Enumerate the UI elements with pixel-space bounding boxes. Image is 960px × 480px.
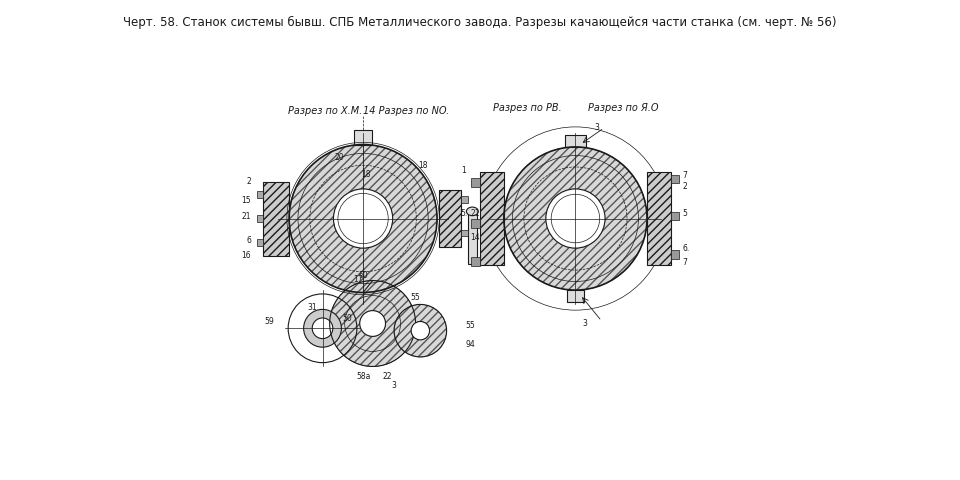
Text: 16: 16: [241, 251, 251, 260]
Bar: [468, 211, 477, 264]
Text: Разрез по РВ.: Разрез по РВ.: [493, 103, 563, 113]
Bar: [461, 229, 468, 236]
Text: Разрез по Я.О: Разрез по Я.О: [588, 103, 659, 113]
Text: 7: 7: [683, 171, 687, 180]
Text: 7: 7: [683, 258, 687, 267]
Text: 14 Разрез по NO.: 14 Разрез по NO.: [363, 106, 449, 116]
Text: 1: 1: [461, 166, 466, 175]
Bar: [671, 250, 680, 259]
Text: 15: 15: [241, 195, 251, 204]
Text: 3: 3: [392, 381, 396, 390]
Bar: [257, 239, 263, 246]
Text: 50: 50: [343, 314, 352, 323]
Text: 31: 31: [307, 303, 317, 312]
Text: 3: 3: [594, 123, 599, 132]
Text: 59: 59: [264, 317, 274, 326]
Bar: [564, 135, 586, 147]
Bar: [257, 191, 263, 199]
Circle shape: [411, 322, 429, 340]
Bar: [354, 130, 372, 144]
Bar: [480, 172, 504, 265]
Bar: [471, 257, 480, 266]
Text: Разрез по Х.М.: Разрез по Х.М.: [288, 106, 362, 116]
Bar: [566, 290, 584, 302]
Text: 18: 18: [419, 161, 428, 170]
Wedge shape: [504, 147, 647, 290]
Text: 21: 21: [241, 212, 251, 221]
Text: 3: 3: [583, 319, 588, 328]
Bar: [671, 212, 680, 220]
Text: 2: 2: [246, 177, 251, 186]
Ellipse shape: [467, 207, 478, 216]
Circle shape: [360, 311, 386, 336]
Text: 58a: 58a: [356, 372, 371, 381]
Bar: [257, 215, 263, 222]
Circle shape: [303, 310, 342, 347]
Bar: [263, 181, 289, 255]
Circle shape: [546, 189, 605, 248]
Bar: [671, 175, 680, 183]
Circle shape: [333, 189, 393, 248]
Text: Черт. 58. Станок системы бывш. СПБ Металлического завода. Разрезы качающейся час: Черт. 58. Станок системы бывш. СПБ Метал…: [123, 16, 837, 29]
Wedge shape: [395, 304, 446, 357]
Bar: [471, 219, 480, 228]
Text: 22: 22: [382, 372, 392, 381]
Text: 14: 14: [470, 233, 480, 242]
Circle shape: [312, 318, 333, 338]
Bar: [461, 196, 468, 203]
Wedge shape: [289, 144, 437, 292]
Text: 6.: 6.: [683, 244, 690, 253]
Text: 55: 55: [466, 322, 475, 330]
Bar: [471, 179, 480, 187]
Text: 2: 2: [683, 182, 687, 191]
Text: 6: 6: [246, 236, 251, 245]
Wedge shape: [329, 281, 416, 366]
Text: 17: 17: [353, 275, 363, 284]
Bar: [647, 172, 671, 265]
Text: 94: 94: [466, 340, 475, 349]
Text: 5: 5: [683, 209, 687, 218]
Bar: [440, 190, 461, 247]
Text: 20: 20: [334, 154, 344, 162]
Text: 55: 55: [411, 293, 420, 302]
Text: 21: 21: [470, 209, 480, 218]
Text: 18: 18: [361, 169, 371, 179]
Text: 60: 60: [358, 271, 368, 280]
Text: 5.: 5.: [461, 209, 468, 218]
